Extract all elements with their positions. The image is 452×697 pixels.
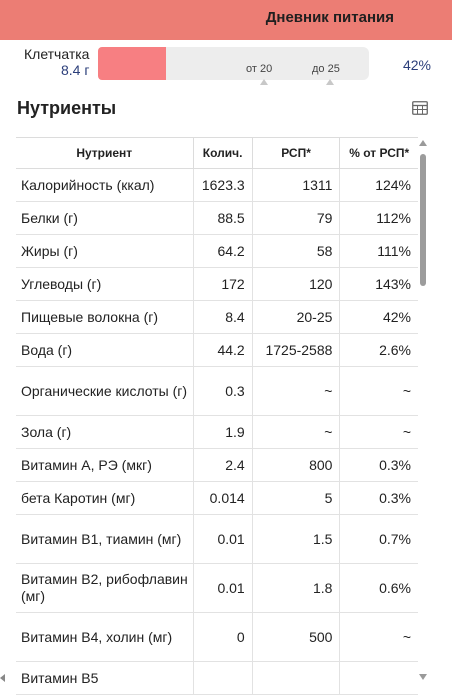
quantity-cell: 0.01 — [192, 563, 253, 613]
table-row: бета Каротин (мг) 0.014 5 0.3% — [16, 481, 418, 515]
table-row: Углеводы (г) 172 120 143% — [16, 267, 418, 301]
rsp-cell: 1311 — [251, 168, 341, 202]
fiber-progress: Клетчатка 8.4 г от 20 до 25 42% — [0, 40, 452, 96]
quantity-cell: 2.4 — [192, 448, 253, 482]
percent-cell: 124% — [339, 168, 418, 202]
quantity-cell: 1623.3 — [192, 168, 253, 202]
quantity-cell: 172 — [192, 267, 253, 301]
rsp-cell: 1.5 — [251, 514, 341, 564]
quantity-cell: 8.4 — [192, 300, 253, 334]
column-header-percent: % от РСП* — [339, 137, 418, 169]
nutrient-name-cell: Калорийность (ккал) — [16, 168, 194, 202]
fiber-tick-to: до 25 — [312, 63, 340, 85]
nutrient-name-cell: Вода (г) — [16, 333, 194, 367]
table-row: Пищевые волокна (г) 8.4 20-25 42% — [16, 300, 418, 334]
percent-cell: 112% — [339, 201, 418, 235]
fiber-progress-fill — [98, 47, 167, 80]
percent-cell: ~ — [339, 415, 418, 449]
percent-cell: 0.3% — [339, 448, 418, 482]
rsp-cell: 1725-2588 — [251, 333, 341, 367]
quantity-cell: 0.014 — [192, 481, 253, 515]
quantity-cell: 88.5 — [192, 201, 253, 235]
rsp-cell: 800 — [251, 448, 341, 482]
table-row: Вода (г) 44.2 1725-2588 2.6% — [16, 333, 418, 367]
nutrient-name-cell: Белки (г) — [16, 201, 194, 235]
table-row: Жиры (г) 64.2 58 111% — [16, 234, 418, 268]
nutrient-name-cell: Углеводы (г) — [16, 267, 194, 301]
nutrient-name-cell: бета Каротин (мг) — [16, 481, 194, 515]
scroll-left-arrow-icon[interactable] — [0, 674, 5, 682]
table-row: Витамин В2, рибофлавин (мг) 0.01 1.8 0.6% — [16, 563, 418, 613]
nutrients-table-container[interactable]: Нутриент Колич. РСП* % от РСП* Калорийно… — [0, 137, 452, 697]
table-scrollbar[interactable] — [419, 140, 427, 680]
page-title: Дневник питания — [265, 9, 394, 26]
table-grid-icon[interactable] — [412, 100, 428, 116]
percent-cell: 0.6% — [339, 563, 418, 613]
fiber-value: 8.4 г — [61, 62, 90, 78]
rsp-cell — [251, 661, 341, 695]
column-header-quantity: Колич. — [192, 137, 253, 169]
scroll-up-arrow-icon[interactable] — [419, 140, 427, 146]
nutrient-name-cell: Витамин А, РЭ (мкг) — [16, 448, 194, 482]
percent-cell: 0.3% — [339, 481, 418, 515]
column-header-rsp: РСП* — [251, 137, 341, 169]
nutrients-table: Нутриент Колич. РСП* % от РСП* Калорийно… — [16, 137, 418, 695]
rsp-cell: 1.8 — [251, 563, 341, 613]
quantity-cell: 44.2 — [192, 333, 253, 367]
percent-cell: ~ — [339, 612, 418, 662]
fiber-tick-from: от 20 — [246, 63, 272, 85]
table-row: Витамин В1, тиамин (мг) 0.01 1.5 0.7% — [16, 514, 418, 564]
percent-cell — [339, 661, 418, 695]
percent-cell: 143% — [339, 267, 418, 301]
table-row: Калорийность (ккал) 1623.3 1311 124% — [16, 168, 418, 202]
quantity-cell: 0.3 — [192, 366, 253, 416]
quantity-cell: 1.9 — [192, 415, 253, 449]
scroll-down-arrow-icon[interactable] — [419, 674, 427, 680]
percent-cell: 111% — [339, 234, 418, 268]
quantity-cell: 0.01 — [192, 514, 253, 564]
nutrient-name-cell: Органические кислоты (г) — [16, 366, 194, 416]
table-row: Органические кислоты (г) 0.3 ~ ~ — [16, 366, 418, 416]
rsp-cell: ~ — [251, 415, 341, 449]
app-header: Дневник питания — [0, 0, 452, 40]
rsp-cell: 58 — [251, 234, 341, 268]
table-header-row: Нутриент Колич. РСП* % от РСП* — [16, 137, 418, 169]
nutrients-title: Нутриенты — [17, 98, 117, 118]
percent-cell: 0.7% — [339, 514, 418, 564]
percent-cell: 2.6% — [339, 333, 418, 367]
nutrient-name-cell: Пищевые волокна (г) — [16, 300, 194, 334]
nutrient-name-cell: Зола (г) — [16, 415, 194, 449]
table-row: Витамин А, РЭ (мкг) 2.4 800 0.3% — [16, 448, 418, 482]
quantity-cell: 64.2 — [192, 234, 253, 268]
table-row: Белки (г) 88.5 79 112% — [16, 201, 418, 235]
nutrient-name-cell: Жиры (г) — [16, 234, 194, 268]
scrollbar-thumb[interactable] — [420, 154, 426, 286]
quantity-cell: 0 — [192, 612, 253, 662]
nutrient-name-cell: Витамин В1, тиамин (мг) — [16, 514, 194, 564]
table-row: Витамин В4, холин (мг) 0 500 ~ — [16, 612, 418, 662]
rsp-cell: 120 — [251, 267, 341, 301]
rsp-cell: 79 — [251, 201, 341, 235]
rsp-cell: ~ — [251, 366, 341, 416]
rsp-cell: 500 — [251, 612, 341, 662]
percent-cell: 42% — [339, 300, 418, 334]
fiber-progress-track: от 20 до 25 — [98, 47, 369, 85]
fiber-percent: 42% — [402, 57, 431, 73]
table-row: Зола (г) 1.9 ~ ~ — [16, 415, 418, 449]
rsp-cell: 20-25 — [251, 300, 341, 334]
quantity-cell — [192, 661, 253, 695]
nutrient-name-cell: Витамин В4, холин (мг) — [16, 612, 194, 662]
nutrient-name-cell: Витамин В2, рибофлавин (мг) — [16, 563, 194, 613]
fiber-label: Клетчатка — [24, 46, 90, 62]
nutrient-name-cell: Витамин В5 — [16, 661, 194, 695]
rsp-cell: 5 — [251, 481, 341, 515]
percent-cell: ~ — [339, 366, 418, 416]
column-header-nutrient: Нутриент — [16, 137, 194, 169]
table-row: Витамин В5 — [16, 661, 418, 695]
